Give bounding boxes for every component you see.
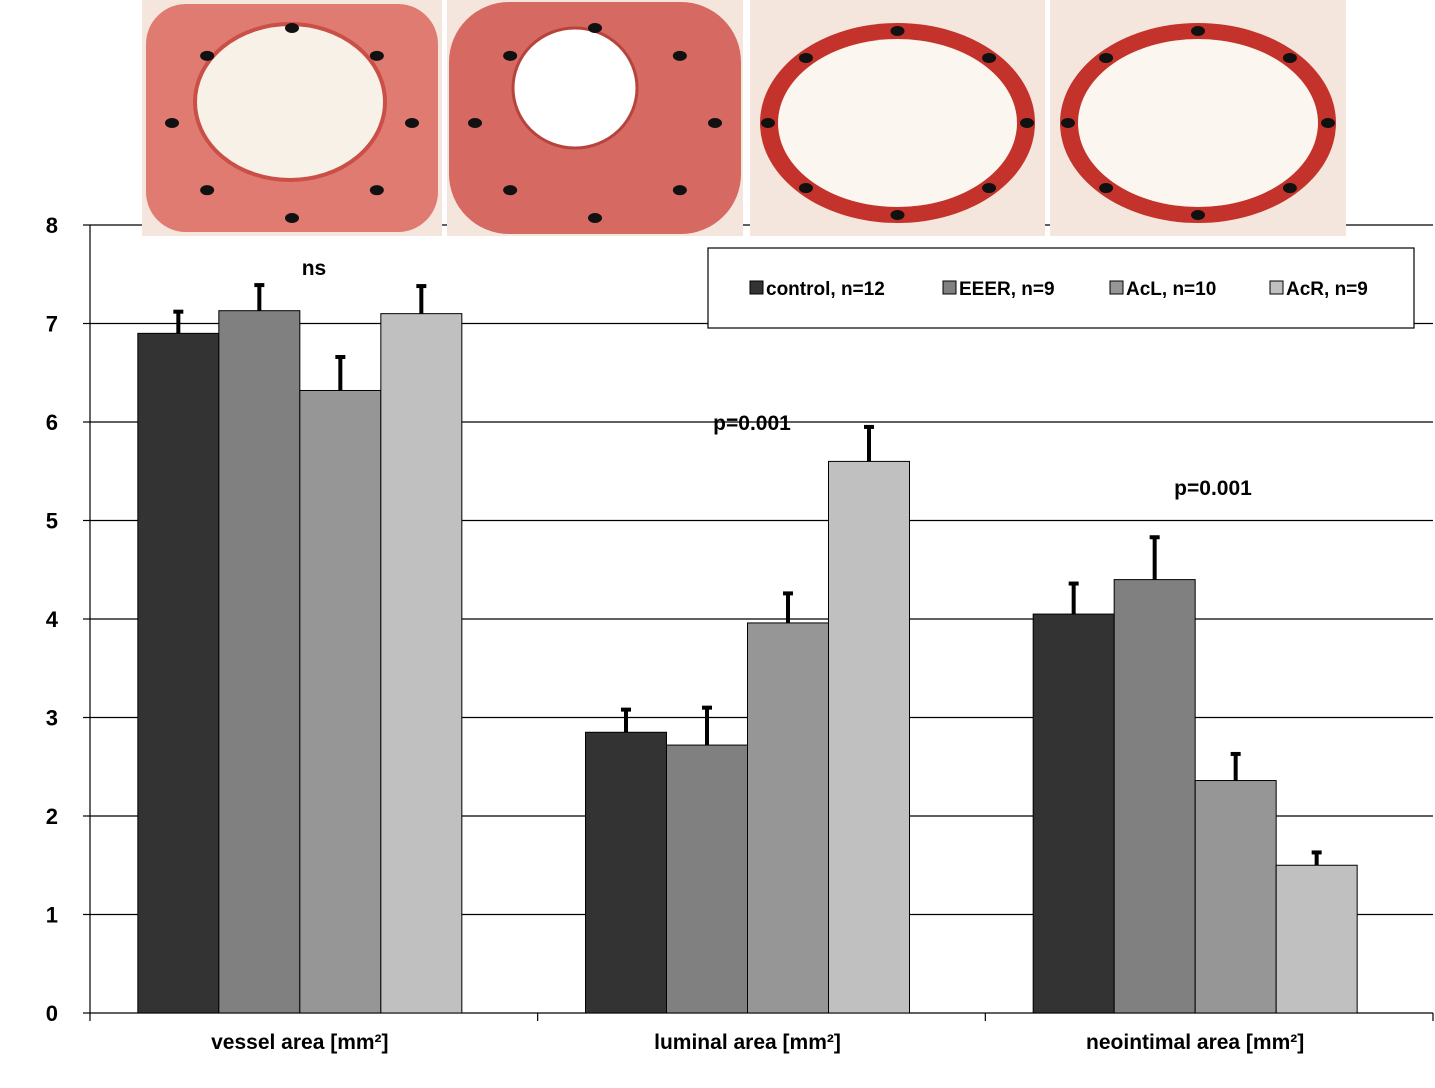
y-tick-label: 2 xyxy=(46,804,58,829)
stent-strut xyxy=(1191,210,1205,220)
histology-eeer xyxy=(447,0,743,236)
stent-strut xyxy=(165,118,179,128)
stent-strut xyxy=(672,50,687,61)
y-tick-label: 4 xyxy=(46,607,59,632)
x-category-label: neointimal area [mm²] xyxy=(1086,1031,1304,1054)
bar xyxy=(218,310,301,1014)
legend-label: AcL, n=10 xyxy=(1126,279,1216,300)
stent-strut xyxy=(708,118,722,128)
vessel-lumen xyxy=(1078,39,1318,207)
stent-strut xyxy=(369,185,384,196)
y-tick-label: 6 xyxy=(46,410,58,435)
bar xyxy=(299,389,382,1014)
annotations: ns p=0.001 p=0.001 xyxy=(302,257,1252,500)
legend-swatch xyxy=(942,280,957,295)
stent-strut xyxy=(672,185,687,196)
stent-strut xyxy=(761,118,775,128)
legend-swatch xyxy=(1109,280,1124,295)
bar xyxy=(828,460,910,1014)
stent-strut xyxy=(503,185,518,196)
y-tick-label: 3 xyxy=(46,706,58,731)
legend-label: AcR, n=9 xyxy=(1286,279,1368,300)
bar xyxy=(1113,579,1196,1014)
histology-images xyxy=(142,0,1346,236)
histology-control xyxy=(142,0,442,236)
legend-label: EEER, n=9 xyxy=(959,279,1055,300)
stent-strut xyxy=(798,52,813,63)
stent-strut xyxy=(285,213,299,223)
bar xyxy=(1194,780,1277,1014)
bar xyxy=(1275,864,1358,1014)
stent-strut xyxy=(1099,52,1114,63)
stent-strut xyxy=(1282,52,1297,63)
y-tick-label: 7 xyxy=(46,312,58,337)
vessel-lumen xyxy=(778,39,1017,207)
stent-strut xyxy=(1099,183,1114,194)
histology-acr xyxy=(1050,0,1346,236)
stent-strut xyxy=(369,50,384,61)
x-category-label: luminal area [mm²] xyxy=(654,1031,841,1054)
stent-strut xyxy=(1191,26,1205,36)
x-category-label: vessel area [mm²] xyxy=(211,1031,388,1054)
legend: control, n=12 EEER, n=9 AcL, n=10 AcR, n=9 xyxy=(707,247,1415,329)
stent-strut xyxy=(468,118,482,128)
legend-swatch xyxy=(749,280,764,295)
bar xyxy=(585,731,667,1014)
bar xyxy=(137,332,220,1014)
stent-strut xyxy=(1061,118,1075,128)
stent-strut xyxy=(890,210,905,220)
y-tick-label: 0 xyxy=(46,1001,58,1026)
vessel-lumen xyxy=(511,26,639,150)
axis-labels: 0 1 2 3 4 5 6 7 8 vessel area [mm²] luminal area [… xyxy=(46,213,1305,1054)
stent-strut xyxy=(982,183,997,194)
stent-strut xyxy=(588,213,602,223)
bar xyxy=(666,744,748,1014)
y-tick-label: 1 xyxy=(46,903,58,928)
y-tick-label: 8 xyxy=(46,213,58,238)
stent-strut xyxy=(798,183,813,194)
bar xyxy=(747,622,829,1014)
y-tick-label: 5 xyxy=(46,509,58,534)
legend-label: control, n=12 xyxy=(766,279,885,300)
stent-strut xyxy=(503,50,518,61)
bar xyxy=(380,313,463,1014)
stent-strut xyxy=(200,50,215,61)
stent-strut xyxy=(405,118,419,128)
stent-strut xyxy=(200,185,215,196)
stent-strut xyxy=(285,23,299,33)
significance-annotation: p=0.001 xyxy=(1174,477,1252,500)
stent-strut xyxy=(588,23,602,33)
stent-strut xyxy=(1020,118,1034,128)
significance-annotation: ns xyxy=(302,257,327,280)
legend-box xyxy=(707,247,1415,329)
bars xyxy=(137,310,1358,1014)
stent-strut xyxy=(982,52,997,63)
stent-strut xyxy=(1282,183,1297,194)
error-bars xyxy=(173,283,1322,866)
histology-acl xyxy=(750,0,1045,236)
bar xyxy=(1032,613,1115,1014)
significance-annotation: p=0.001 xyxy=(713,412,791,435)
stent-strut xyxy=(1321,118,1335,128)
legend-swatch xyxy=(1269,280,1284,295)
vessel-lumen xyxy=(193,22,387,182)
stent-strut xyxy=(890,26,905,36)
